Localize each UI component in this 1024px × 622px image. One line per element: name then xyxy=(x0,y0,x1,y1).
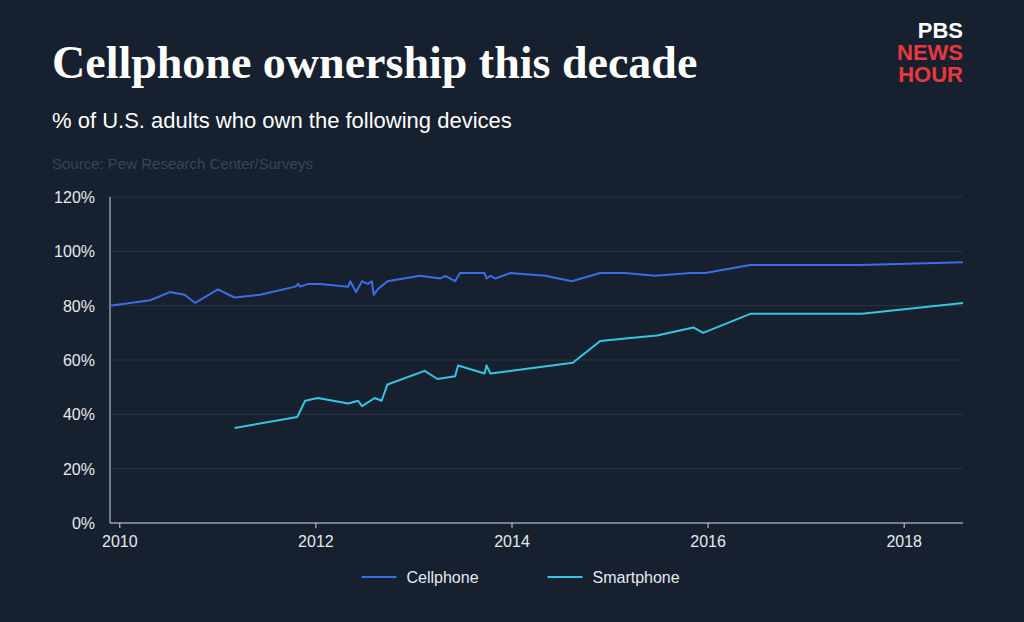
x-tick-label: 2012 xyxy=(298,533,334,550)
x-tick-label: 2016 xyxy=(690,533,726,550)
x-tick-label: 2018 xyxy=(886,533,922,550)
x-tick xyxy=(708,523,709,528)
y-axis-line xyxy=(110,197,111,523)
y-tick-label: 80% xyxy=(63,298,95,315)
grid-line xyxy=(110,251,963,252)
y-tick-label: 120% xyxy=(54,189,95,206)
subtitle: % of U.S. adults who own the following d… xyxy=(52,108,512,133)
title: Cellphone ownership this decade xyxy=(52,37,697,88)
grid-line xyxy=(110,523,963,524)
grid-line xyxy=(110,468,963,469)
source: Source: Pew Research Center/Surveys xyxy=(52,155,313,172)
x-tick xyxy=(119,523,120,528)
background xyxy=(0,0,1024,622)
series-line xyxy=(110,262,963,305)
x-axis-line xyxy=(110,523,963,524)
legend: Cellphone Smartphone xyxy=(362,569,680,586)
chart: Cellphone ownership this decade % of U.S.… xyxy=(0,0,1024,622)
x-tick-label: 2010 xyxy=(102,533,138,550)
grid-line xyxy=(110,305,963,306)
logo-text: HOUR xyxy=(898,62,963,87)
x-tick xyxy=(511,523,512,528)
x-tick-label: 2014 xyxy=(494,533,530,550)
legend-swatch xyxy=(548,576,583,578)
plot-area xyxy=(110,262,963,428)
y-tick-label: 20% xyxy=(63,461,95,478)
legend-label: Cellphone xyxy=(407,569,479,586)
legend-label: Smartphone xyxy=(593,569,680,586)
grid-line xyxy=(110,414,963,415)
y-tick-label: 40% xyxy=(63,406,95,423)
grid-line xyxy=(110,197,963,198)
x-tick xyxy=(904,523,905,528)
y-tick-label: 0% xyxy=(72,515,95,532)
grid-line xyxy=(110,360,963,361)
legend-swatch xyxy=(362,576,397,578)
x-tick xyxy=(315,523,316,528)
y-tick-label: 100% xyxy=(54,243,95,260)
series-line xyxy=(235,303,963,428)
y-tick-label: 60% xyxy=(63,352,95,369)
